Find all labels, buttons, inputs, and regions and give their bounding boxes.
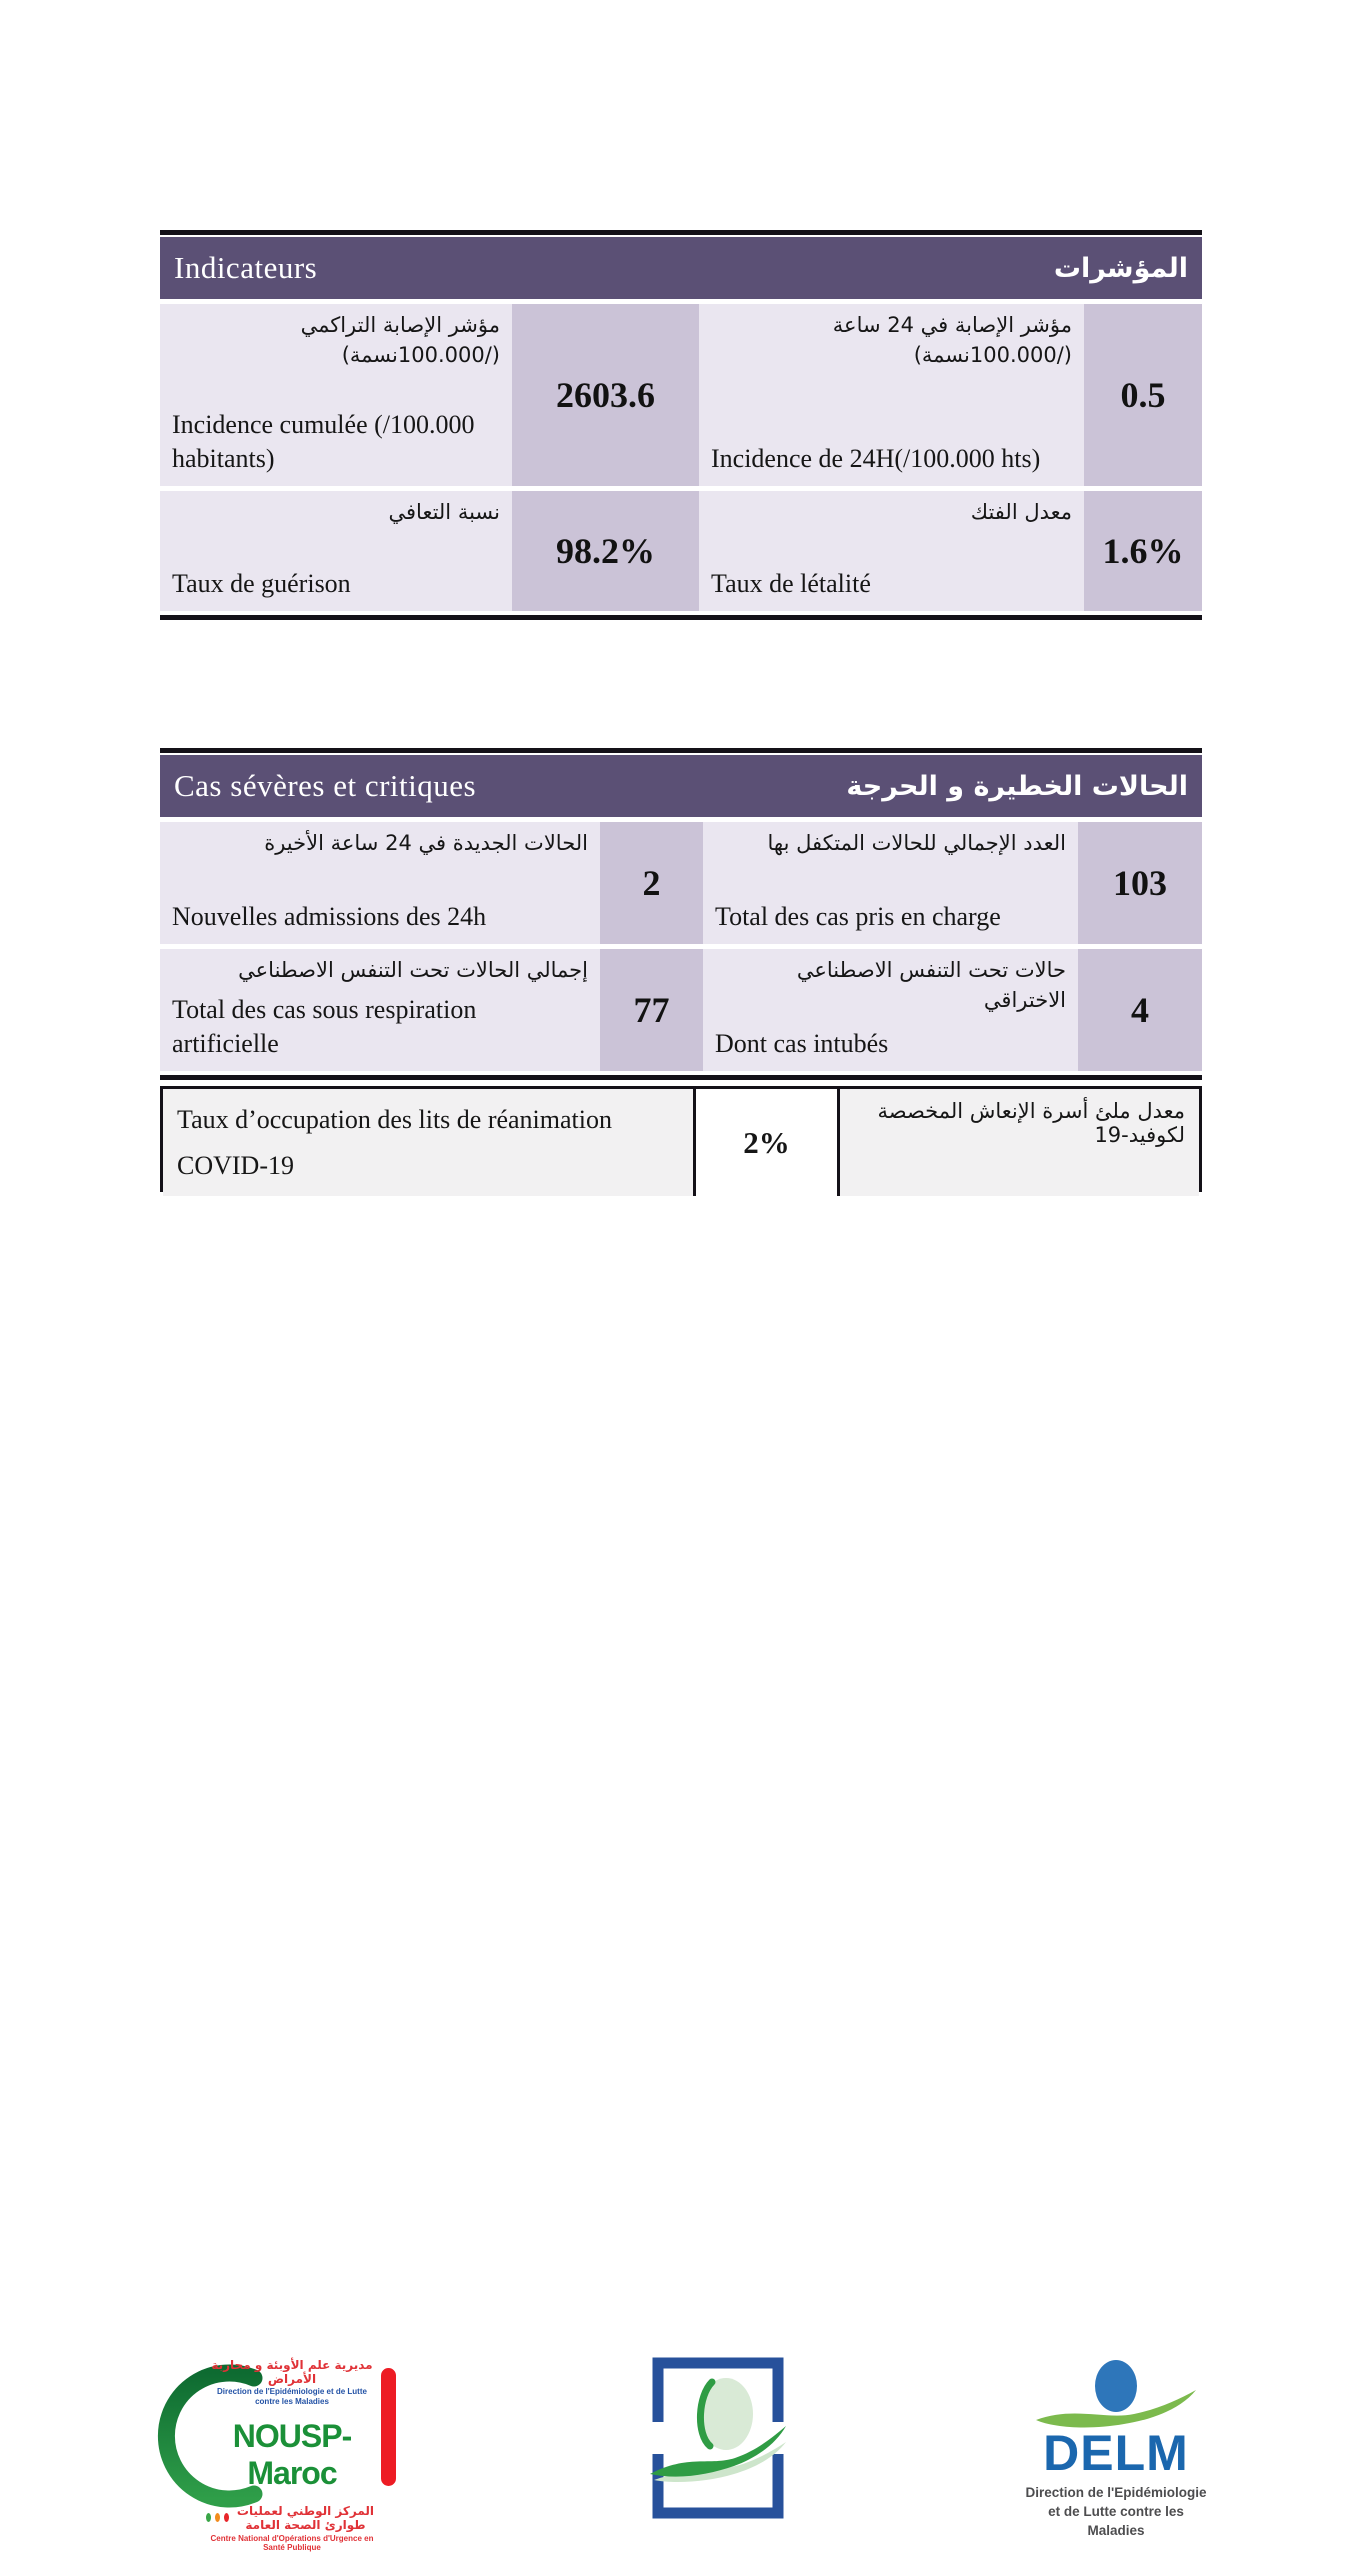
value-incidence-cumulee: 2603.6 (512, 304, 699, 486)
delm-logo-name: DELM (1043, 2425, 1189, 2481)
delm-logo-subtitle: Direction de l'Epidémiologie et de Lutte… (1024, 2484, 1208, 2541)
icu-label-ar: معدل ملئ أسرة الإنعاش المخصصة لكوفيد-19 (840, 1089, 1199, 1196)
table-top-border (160, 230, 1202, 235)
cell-respiration-artificielle-ar: إجمالي الحالات تحت التنفس الاصطناعي (238, 958, 588, 982)
cell-taux-letalite-ar: معدل الفتك (970, 500, 1072, 524)
delm-subtitle-line2: et de Lutte contre les Maladies (1048, 2503, 1184, 2538)
cell-incidence-24h-fr: Incidence de 24H(/100.000 hts) (711, 444, 1041, 474)
icu-occupancy-table: Taux d’occupation des lits de réanimatio… (160, 1086, 1202, 1196)
cell-cas-pris-en-charge-ar: العدد الإجمالي للحالات المتكفل بها (767, 831, 1066, 855)
nousp-logo-text-block: مديرية علم الأوبئة و محاربة الأمراض Dire… (206, 2358, 378, 2552)
nousp-bottom-row: المركز الوطني لعمليات طوارئ الصحة العامة (206, 2504, 378, 2532)
icu-label-fr: Taux d’occupation des lits de réanimatio… (163, 1089, 693, 1196)
nousp-red-bar-icon (381, 2368, 396, 2486)
table-top-border (160, 748, 1202, 753)
cell-cas-intubes-fr: Dont cas intubés (715, 1029, 889, 1059)
cell-taux-guerison-fr: Taux de guérison (172, 569, 351, 599)
nousp-green-arc-icon (157, 2364, 263, 2508)
cell-taux-letalite-fr: Taux de létalité (711, 569, 871, 599)
icu-label-fr-line2: COVID-19 (177, 1150, 294, 1180)
value-cas-intubes: 4 (1078, 949, 1202, 1071)
nousp-bottom-arabic: المركز الوطني لعمليات طوارئ الصحة العامة (236, 2503, 375, 2532)
cell-incidence-24h-ar: مؤشر الإصابة في 24 ساعة (/100.000نسمة) (832, 313, 1072, 368)
cell-incidence-cumulee-fr: Incidence cumulée (/100.000 habitants) (172, 410, 475, 474)
nousp-bottom-french: Centre National d'Opérations d'Urgence e… (210, 2533, 374, 2552)
indicators-table: Indicateurs المؤشرات مؤشر الإصابة التراك… (160, 230, 1202, 620)
cell-taux-guerison: نسبة التعافي Taux de guérison (160, 491, 512, 611)
severe-cases-table: Cas sévères et critiques الحالات الخطيرة… (160, 748, 1202, 1080)
cell-cas-intubes-ar: حالات تحت التنفس الاصطناعي الاختراقي (796, 958, 1066, 1013)
delm-logo: DELM Direction de l'Epidémiologie et de … (1024, 2358, 1208, 2538)
cell-respiration-artificielle-fr: Total des cas sous respiration artificie… (172, 995, 477, 1059)
cell-taux-guerison-ar: نسبة التعافي (388, 500, 501, 524)
red-dot-icon (223, 2513, 229, 2523)
cell-incidence-cumulee-ar: مؤشر الإصابة التراكمي (/100.000نسمة) (300, 313, 500, 368)
nousp-top-arabic: مديرية علم الأوبئة و محاربة الأمراض (211, 2358, 373, 2387)
cell-nouvelles-admissions-fr: Nouvelles admissions des 24h (172, 902, 487, 932)
ministry-logo-icon (650, 2357, 786, 2519)
indicators-title-ar: المؤشرات (1053, 252, 1188, 284)
delm-subtitle-line1: Direction de l'Epidémiologie (1025, 2485, 1207, 2500)
green-dot-icon (206, 2513, 211, 2523)
severe-title-ar: الحالات الخطيرة و الحرجة (846, 770, 1188, 802)
value-incidence-24h: 0.5 (1084, 304, 1202, 486)
cell-cas-pris-en-charge: العدد الإجمالي للحالات المتكفل بها Total… (703, 822, 1078, 944)
icu-label-fr-line1: Taux d’occupation des lits de réanimatio… (177, 1105, 612, 1134)
value-respiration-artificielle: 77 (600, 949, 703, 1071)
table-bottom-border (160, 1075, 1202, 1080)
value-nouvelles-admissions: 2 (600, 822, 703, 944)
severe-table-header: Cas sévères et critiques الحالات الخطيرة… (160, 755, 1202, 817)
cell-taux-letalite: معدل الفتك Taux de létalité (699, 491, 1084, 611)
indicators-title-fr: Indicateurs (174, 250, 318, 285)
cell-cas-pris-en-charge-fr: Total des cas pris en charge (715, 902, 1001, 932)
nousp-maroc-logo: مديرية علم الأوبئة و محاربة الأمراض Dire… (154, 2352, 402, 2552)
value-taux-guerison: 98.2% (512, 491, 699, 611)
table-row: الحالات الجديدة في 24 ساعة الأخيرة Nouve… (160, 822, 1202, 944)
table-row: مؤشر الإصابة التراكمي (/100.000نسمة) Inc… (160, 304, 1202, 486)
value-taux-letalite: 1.6% (1084, 491, 1202, 611)
icu-occupancy-value: 2% (693, 1089, 840, 1196)
cell-nouvelles-admissions: الحالات الجديدة في 24 ساعة الأخيرة Nouve… (160, 822, 600, 944)
cell-respiration-artificielle: إجمالي الحالات تحت التنفس الاصطناعي Tota… (160, 949, 600, 1071)
cell-cas-intubes: حالات تحت التنفس الاصطناعي الاختراقي Don… (703, 949, 1078, 1071)
table-bottom-border (160, 615, 1202, 620)
nousp-logo-name: NOUSP-Maroc (232, 2417, 352, 2491)
delm-logo-icon (1036, 2360, 1196, 2428)
cell-incidence-24h: مؤشر الإصابة في 24 ساعة (/100.000نسمة) I… (699, 304, 1084, 486)
ministry-of-health-logo (648, 2350, 788, 2526)
table-row: إجمالي الحالات تحت التنفس الاصطناعي Tota… (160, 949, 1202, 1071)
severe-title-fr: Cas sévères et critiques (174, 768, 477, 803)
indicators-table-header: Indicateurs المؤشرات (160, 237, 1202, 299)
cell-nouvelles-admissions-ar: الحالات الجديدة في 24 ساعة الأخيرة (264, 831, 588, 855)
value-cas-pris-en-charge: 103 (1078, 822, 1202, 944)
orange-dot-icon (214, 2513, 220, 2523)
cell-incidence-cumulee: مؤشر الإصابة التراكمي (/100.000نسمة) Inc… (160, 304, 512, 486)
nousp-top-french: Direction de l'Epidémiologie et de Lutte… (217, 2386, 367, 2407)
table-row: نسبة التعافي Taux de guérison 98.2% معدل… (160, 491, 1202, 611)
